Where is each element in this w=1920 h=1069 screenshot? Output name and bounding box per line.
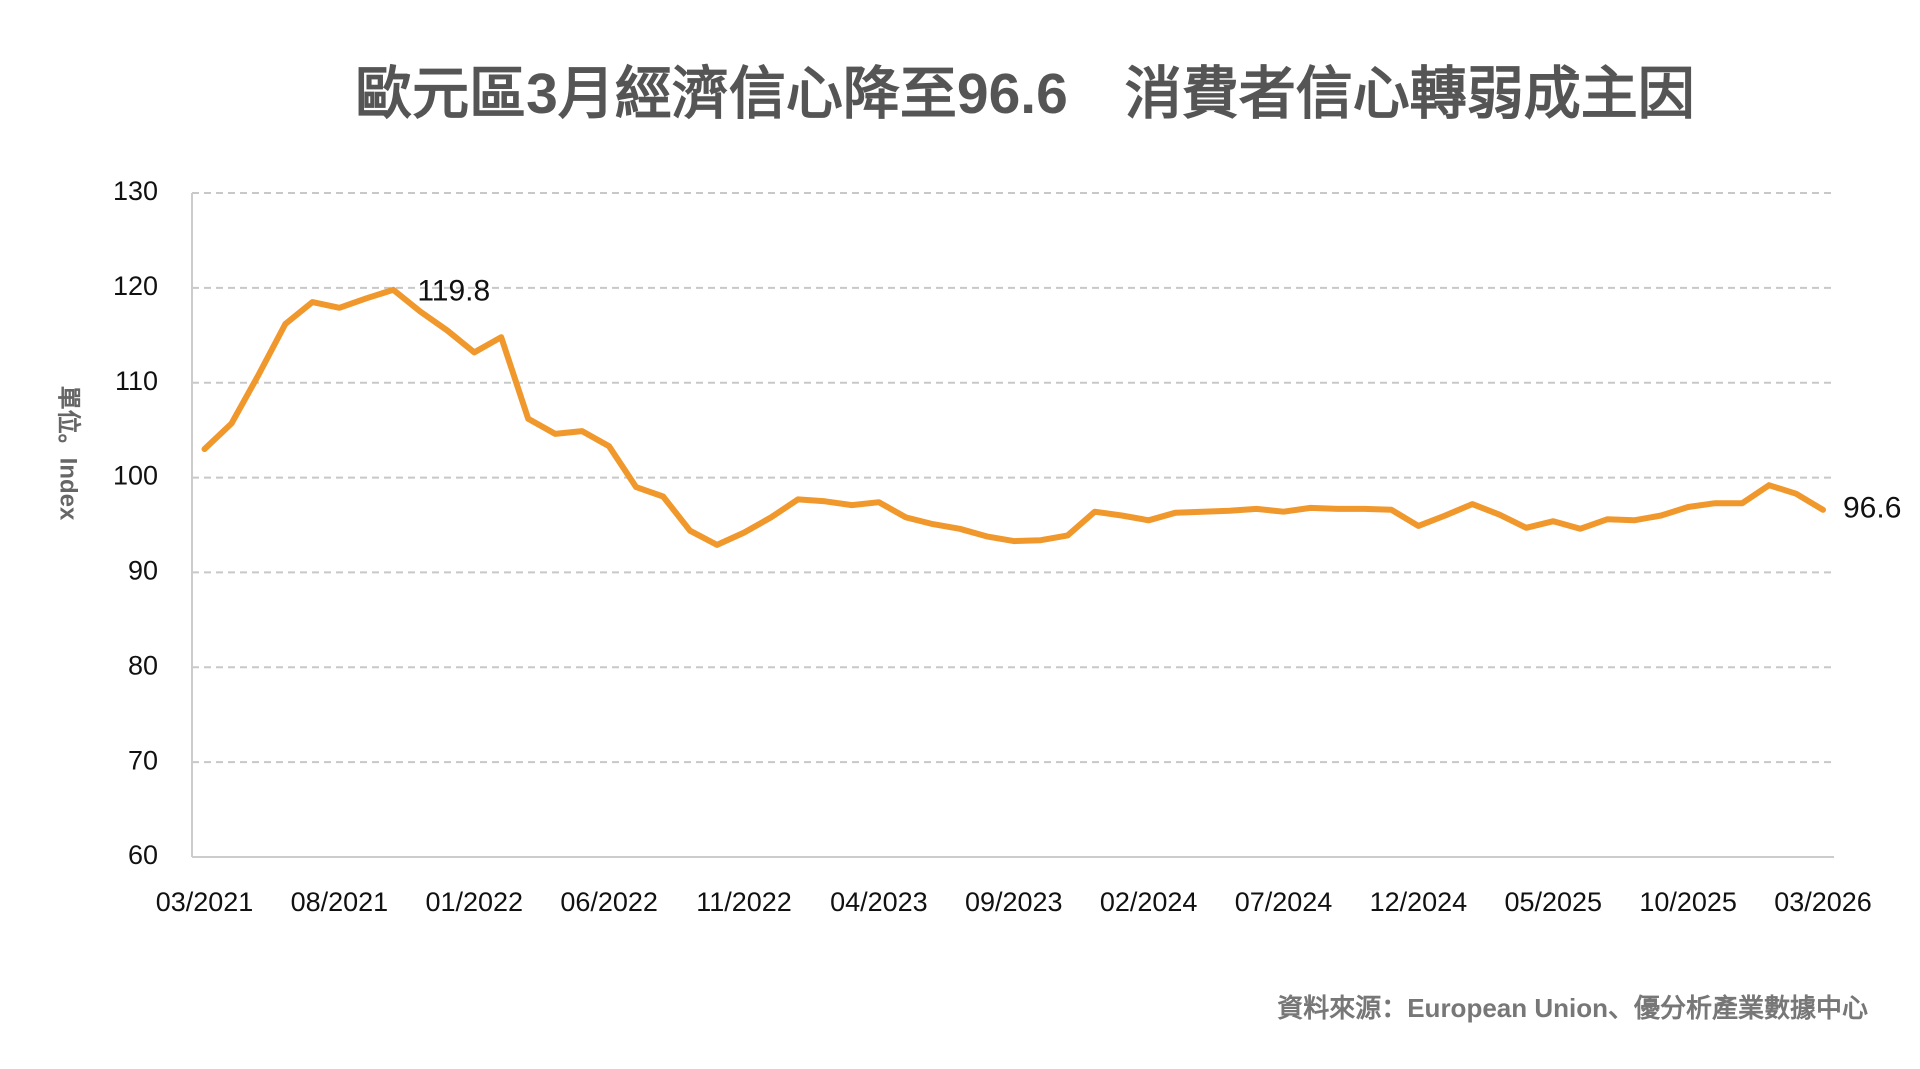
y-tick-label: 110 xyxy=(115,366,158,396)
y-axis-label: 單位。Index xyxy=(55,386,83,521)
y-tick-label: 100 xyxy=(113,461,158,491)
y-tick-label: 70 xyxy=(128,745,158,775)
x-tick-label: 03/2021 xyxy=(156,887,254,917)
x-tick-label: 08/2021 xyxy=(291,887,389,917)
data-line xyxy=(201,286,1826,548)
x-tick-label: 09/2023 xyxy=(965,887,1063,917)
x-tick-label: 07/2024 xyxy=(1235,887,1333,917)
x-tick-label: 04/2023 xyxy=(830,887,928,917)
x-tick-label: 10/2025 xyxy=(1639,887,1737,917)
x-tick-label: 11/2022 xyxy=(696,887,792,917)
y-tick-label: 80 xyxy=(128,650,158,680)
y-tick-label: 130 xyxy=(113,176,158,206)
data-label: 119.8 xyxy=(417,275,490,308)
y-tick-label: 120 xyxy=(113,271,158,301)
x-tick-label: 06/2022 xyxy=(560,887,658,917)
y-tick-label: 60 xyxy=(128,840,158,870)
chart-title: 歐元區3月經濟信心降至96.6 消費者信心轉弱成主因 xyxy=(355,62,1695,126)
x-tick-label: 12/2024 xyxy=(1370,887,1468,917)
x-tick-label: 05/2025 xyxy=(1504,887,1602,917)
data-label: 96.6 xyxy=(1843,492,1901,525)
x-tick-label: 01/2022 xyxy=(425,887,523,917)
x-tick-label: 03/2026 xyxy=(1774,887,1872,917)
x-tick-label: 02/2024 xyxy=(1100,887,1198,917)
y-tick-label: 90 xyxy=(128,556,158,586)
source-note: 資料來源：European Union、優分析產業數據中心 xyxy=(1277,993,1868,1023)
